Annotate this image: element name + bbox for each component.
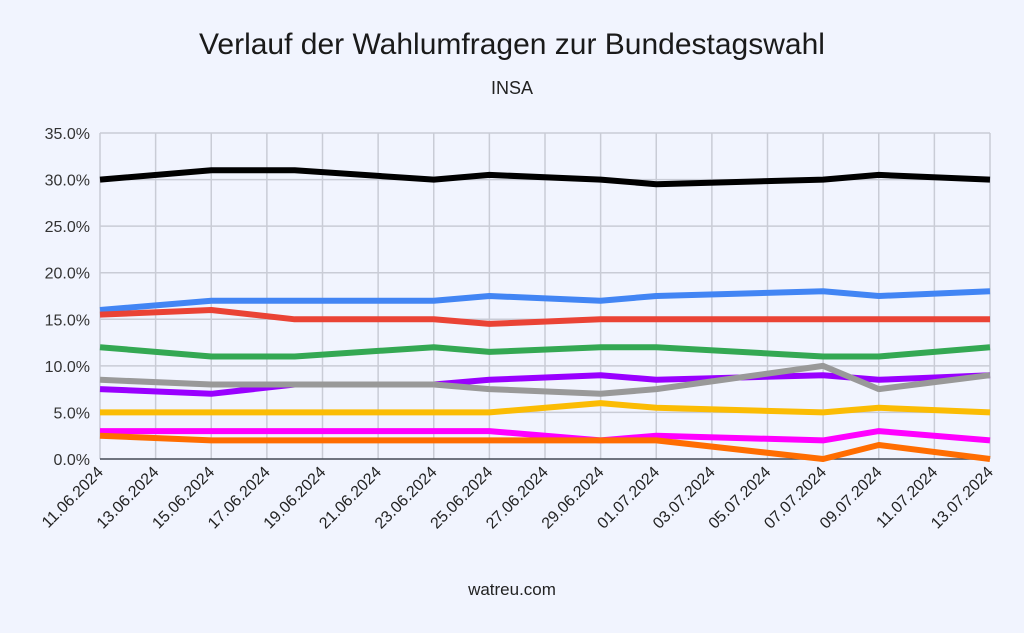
chart-title: Verlauf der Wahlumfragen zur Bundestagsw… [199, 28, 825, 61]
y-tick-label: 15.0% [45, 312, 90, 329]
series-lines [99, 167, 991, 462]
series-line-gray [99, 362, 991, 397]
series-line-orange [99, 432, 991, 462]
y-tick-label: 25.0% [45, 219, 90, 236]
y-tick-label: 5.0% [54, 405, 90, 422]
y-tick-label: 30.0% [45, 173, 90, 190]
chart-footer: watreu.com [468, 580, 556, 599]
series-line-red [99, 307, 990, 327]
y-tick-label: 0.0% [54, 452, 90, 469]
series-line-magenta [100, 428, 991, 444]
series-line-green [99, 344, 991, 360]
y-tick-label: 35.0% [45, 126, 90, 143]
series-line-yellow [100, 400, 991, 416]
x-axis: 11.06.202413.06.202415.06.202417.06.2024… [39, 464, 997, 533]
y-axis: 0.0% 5.0% 10.0% 15.0% 20.0% 25.0% 30.0% 35.0% [45, 126, 90, 469]
chart-subtitle: INSA [490, 78, 533, 98]
y-tick-label: 10.0% [45, 359, 90, 376]
series-line-black [99, 167, 991, 188]
series-line-blue [99, 288, 991, 313]
y-tick-label: 20.0% [45, 266, 90, 283]
